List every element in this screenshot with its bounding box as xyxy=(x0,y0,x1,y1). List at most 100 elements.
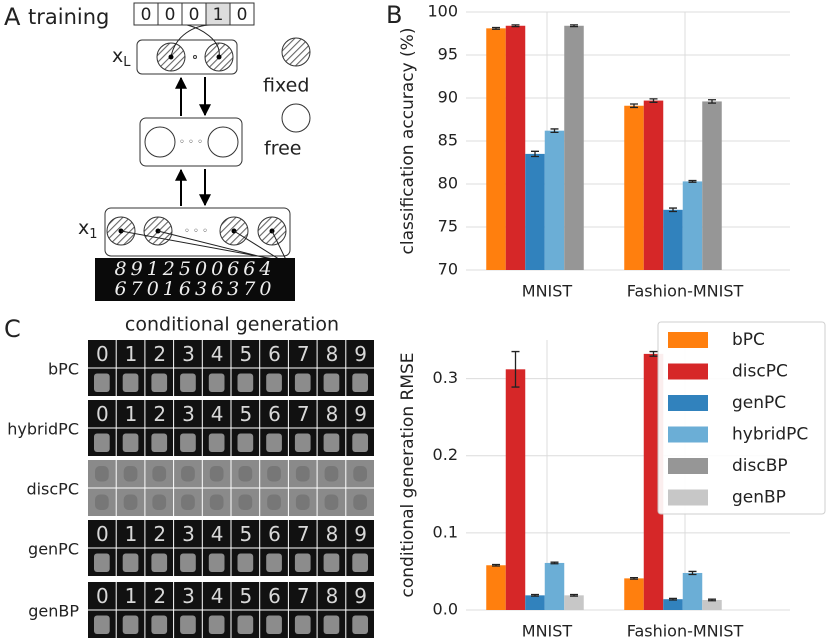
generated-digit: 4 xyxy=(211,342,224,366)
generated-digit: 8 xyxy=(326,522,339,546)
generated-image xyxy=(317,520,346,548)
generated-digit: 8 xyxy=(326,342,339,366)
generated-image xyxy=(145,582,174,610)
error-bar xyxy=(492,563,500,567)
generated-noise xyxy=(238,466,253,482)
generated-noise xyxy=(209,494,224,510)
legend-fixed: fixed xyxy=(263,75,309,97)
generated-image xyxy=(231,340,260,368)
label-digit: 0 xyxy=(189,5,200,25)
generated-digit: 5 xyxy=(239,522,252,546)
generated-image xyxy=(317,340,346,368)
generated-digit: 2 xyxy=(153,584,166,608)
generated-noise xyxy=(267,494,281,510)
generated-image xyxy=(288,520,317,548)
generated-clothing xyxy=(151,433,168,452)
generated-noise xyxy=(353,494,367,510)
bar xyxy=(682,181,703,270)
generated-digit: 1 xyxy=(125,522,138,546)
generated-noise xyxy=(209,466,224,482)
row-label: hybridPC xyxy=(7,420,79,439)
generated-clothing xyxy=(352,373,368,392)
bar xyxy=(525,595,545,610)
panel-letter: A xyxy=(4,3,21,31)
generated-image xyxy=(346,400,374,428)
free-node xyxy=(144,126,176,158)
generated-digit: 9 xyxy=(354,342,367,366)
panel-a: A training ◦ ◦ ◦ ◦ ◦ ◦ xL x1 fixed free … xyxy=(4,3,311,301)
legend-swatch xyxy=(668,363,708,380)
generated-image xyxy=(231,582,260,610)
bar xyxy=(624,105,644,271)
generated-noise xyxy=(95,466,109,482)
generated-digit: 0 xyxy=(96,342,109,366)
error-bar xyxy=(511,350,520,388)
legend-label: bPC xyxy=(732,330,765,350)
generated-digit: 7 xyxy=(297,342,310,366)
layer-label: xL xyxy=(112,45,131,70)
bar xyxy=(564,25,584,271)
generated-image xyxy=(288,582,317,610)
y-tick-label: 0.2 xyxy=(433,445,458,464)
y-tick-label: 100 xyxy=(427,2,458,21)
generated-digit: 6 xyxy=(268,584,281,608)
generated-image xyxy=(260,520,288,548)
generated-digit: 0 xyxy=(96,402,109,426)
generated-clothing xyxy=(237,433,254,452)
generated-image xyxy=(346,582,374,610)
legend-label: hybridPC xyxy=(732,425,808,445)
generated-noise xyxy=(123,494,138,510)
error-bar xyxy=(649,350,658,357)
generated-clothing xyxy=(180,553,196,572)
generated-noise xyxy=(267,466,281,482)
generated-image xyxy=(202,520,231,548)
generated-clothing xyxy=(180,615,196,634)
legend-swatch xyxy=(668,395,708,411)
layer-box xyxy=(139,117,243,167)
y-axis-label: classification accuracy (%) xyxy=(398,28,418,255)
legend-swatch xyxy=(668,489,708,506)
generated-image xyxy=(346,340,374,368)
generated-clothing xyxy=(151,615,168,634)
generated-image xyxy=(174,582,202,610)
bar xyxy=(702,101,722,270)
generated-digit: 1 xyxy=(125,402,138,426)
generated-clothing xyxy=(208,433,225,452)
legend-free-icon xyxy=(281,103,311,133)
generated-clothing xyxy=(323,615,340,634)
generated-digit: 1 xyxy=(125,584,138,608)
generated-clothing xyxy=(294,615,311,634)
sample-images xyxy=(95,258,295,301)
label-digit: 0 xyxy=(141,5,152,25)
y-tick-label: 95 xyxy=(438,45,458,64)
generated-noise xyxy=(324,494,339,510)
generated-clothing xyxy=(266,615,282,634)
bar xyxy=(624,578,644,610)
legend-swatch xyxy=(668,332,708,348)
generated-digit: 7 xyxy=(297,584,310,608)
generated-noise xyxy=(324,466,339,482)
generated-clothing xyxy=(208,553,225,572)
legend-label: discBP xyxy=(732,456,788,476)
generated-noise xyxy=(152,466,167,482)
generated-clothing xyxy=(352,615,368,634)
generated-digit: 4 xyxy=(211,522,224,546)
generated-noise xyxy=(238,494,253,510)
bar xyxy=(505,25,526,271)
generated-noise xyxy=(152,494,167,510)
label-digit: 1 xyxy=(213,5,224,25)
generated-clothing xyxy=(94,553,110,572)
bar xyxy=(505,369,526,610)
generated-clothing xyxy=(323,433,340,452)
bar xyxy=(702,599,722,610)
generated-digit: 0 xyxy=(96,522,109,546)
generated-clothing xyxy=(352,553,368,572)
generated-image xyxy=(260,340,288,368)
generated-image xyxy=(231,400,260,428)
generated-image xyxy=(288,400,317,428)
generated-image xyxy=(116,520,145,548)
y-tick-label: 0.3 xyxy=(433,368,458,387)
generated-noise xyxy=(295,494,310,510)
generated-image xyxy=(202,400,231,428)
bar xyxy=(486,565,506,610)
